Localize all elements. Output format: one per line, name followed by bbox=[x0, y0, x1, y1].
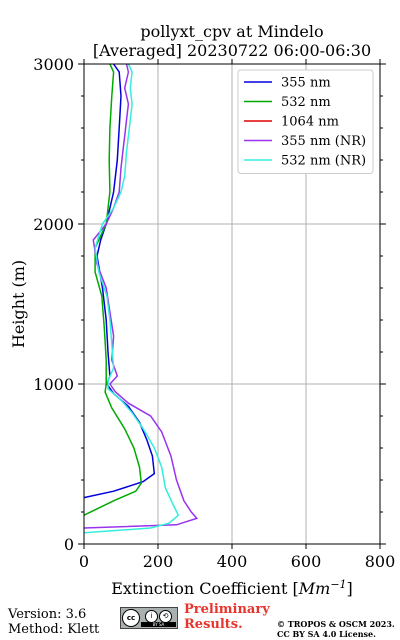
legend-label: 532 nm bbox=[281, 95, 331, 110]
series-line bbox=[83, 63, 143, 516]
legend-label: 532 nm (NR) bbox=[281, 154, 366, 169]
chart-title-line1: pollyxt_cpv at Mindelo bbox=[140, 22, 324, 41]
method-text: Method: Klett bbox=[8, 622, 100, 637]
preliminary-results-label: Preliminary Results. bbox=[184, 602, 270, 632]
cc-license-badge[interactable]: cc i ⟲ BY SA bbox=[120, 607, 178, 629]
x-axis-title: Extinction Coefficient [Mm−1] bbox=[111, 578, 353, 598]
legend-label: 355 nm (NR) bbox=[281, 134, 366, 149]
series-line bbox=[83, 63, 199, 529]
y-tick-label: 0 bbox=[64, 535, 74, 554]
legend-label: 355 nm bbox=[281, 76, 331, 91]
y-tick-label: 2000 bbox=[33, 215, 74, 234]
series-layer bbox=[83, 63, 199, 534]
version-text: Version: 3.6 bbox=[8, 607, 87, 622]
legend: 355 nm 532 nm 1064 nm 355 nm (NR) 532 nm (NR… bbox=[237, 69, 374, 174]
y-tick-label: 1000 bbox=[33, 375, 74, 394]
x-tick-label: 400 bbox=[217, 552, 248, 571]
series-line bbox=[83, 63, 180, 534]
series-line bbox=[83, 63, 156, 499]
y-axis-title: Height (m) bbox=[9, 260, 28, 348]
x-tick-label: 200 bbox=[143, 552, 174, 571]
badge-label: BY SA bbox=[141, 622, 176, 627]
legend-box bbox=[237, 69, 374, 174]
x-tick-label: 800 bbox=[365, 552, 396, 571]
y-tick-label: 3000 bbox=[33, 55, 74, 74]
legend-label: 1064 nm bbox=[281, 115, 339, 130]
tick-layer: 0 200 400 600 800 0 1000 2000 3000 bbox=[33, 55, 395, 571]
chart-title-line2: [Averaged] 20230722 06:00-06:30 bbox=[92, 41, 372, 60]
copyright-text: © TROPOS & OSCM 2023. CC BY SA 4.0 Licen… bbox=[277, 619, 395, 639]
cc-icon: cc bbox=[122, 609, 140, 627]
x-tick-label: 600 bbox=[291, 552, 322, 571]
x-tick-label: 0 bbox=[79, 552, 89, 571]
